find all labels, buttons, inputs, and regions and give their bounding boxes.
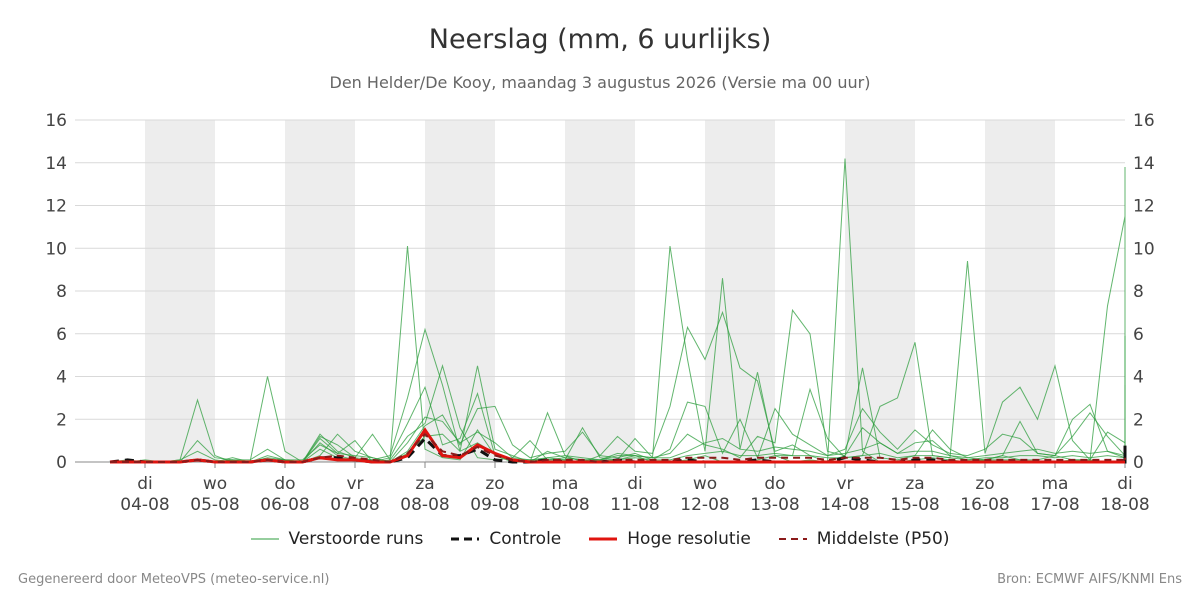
ytick-right-8: 8	[1133, 282, 1144, 302]
xtick-date-11-08: 11-08	[610, 495, 659, 515]
legend-item-perturbed[interactable]: Verstoorde runs	[250, 529, 424, 549]
ytick-right-2: 2	[1133, 410, 1144, 430]
ytick-right-16: 16	[1133, 111, 1155, 131]
xtick-day-15-08: za	[905, 474, 924, 494]
xtick-date-10-08: 10-08	[540, 495, 589, 515]
xtick-date-05-08: 05-08	[190, 495, 239, 515]
legend-label-control: Controle	[489, 529, 562, 549]
ytick-right-4: 4	[1133, 368, 1144, 388]
legend-item-control[interactable]: Controle	[451, 529, 561, 549]
legend-swatch-median	[778, 538, 807, 540]
legend-swatch-control	[451, 537, 480, 541]
ytick-left-0: 0	[56, 453, 67, 473]
chart-title: Neerslag (mm, 6 uurlijks)	[428, 24, 772, 55]
xtick-day-17-08: ma	[1042, 474, 1069, 494]
xtick-date-06-08: 06-08	[260, 495, 309, 515]
xtick-date-15-08: 15-08	[890, 495, 939, 515]
ytick-left-8: 8	[56, 282, 67, 302]
ytick-right-14: 14	[1133, 154, 1155, 174]
series-median-line	[110, 432, 1126, 464]
ytick-right-6: 6	[1133, 325, 1144, 345]
xtick-day-16-08: zo	[975, 474, 994, 494]
xtick-day-05-08: wo	[203, 474, 227, 494]
xtick-date-18-08: 18-08	[1100, 495, 1149, 515]
ytick-left-10: 10	[45, 239, 67, 259]
ytick-left-12: 12	[45, 197, 67, 217]
footer-source: Bron: ECMWF AIFS/KNMI Ens	[997, 572, 1182, 587]
ytick-right-0: 0	[1133, 453, 1144, 473]
xtick-date-14-08: 14-08	[820, 495, 869, 515]
ytick-left-4: 4	[56, 368, 67, 388]
ytick-left-16: 16	[45, 111, 67, 131]
xtick-day-13-08: do	[764, 474, 785, 494]
xtick-day-09-08: zo	[485, 474, 504, 494]
legend-item-median[interactable]: Middelste (P50)	[778, 529, 950, 549]
xtick-day-08-08: za	[415, 474, 434, 494]
legend-swatch-high-res	[589, 537, 618, 541]
xtick-day-11-08: di	[627, 474, 643, 494]
xtick-day-12-08: wo	[693, 474, 717, 494]
xtick-day-06-08: do	[274, 474, 295, 494]
xtick-date-08-08: 08-08	[400, 495, 449, 515]
xtick-day-10-08: ma	[552, 474, 579, 494]
legend-label-perturbed: Verstoorde runs	[288, 529, 424, 549]
xtick-day-18-08: di	[1117, 474, 1133, 494]
legend-label-median: Middelste (P50)	[816, 529, 950, 549]
legend-swatch-perturbed	[250, 538, 279, 540]
xtick-day-14-08: vr	[836, 474, 853, 494]
xtick-day-04-08: di	[137, 474, 153, 494]
legend-item-high-res[interactable]: Hoge resolutie	[589, 529, 751, 549]
xtick-date-16-08: 16-08	[960, 495, 1009, 515]
footer-generator: Gegenereerd door MeteoVPS (meteo-service…	[18, 572, 330, 587]
xtick-date-13-08: 13-08	[750, 495, 799, 515]
chart-legend: Verstoorde runs Controle Hoge resolutie …	[0, 529, 1200, 549]
ytick-left-6: 6	[56, 325, 67, 345]
chart-subtitle: Den Helder/De Kooy, maandag 3 augustus 2…	[329, 73, 871, 92]
xtick-date-12-08: 12-08	[680, 495, 729, 515]
xtick-date-04-08: 04-08	[120, 495, 169, 515]
ytick-left-14: 14	[45, 154, 67, 174]
xtick-date-09-08: 09-08	[470, 495, 519, 515]
series-perturbed-run-4	[110, 308, 1126, 463]
ytick-right-10: 10	[1133, 239, 1155, 259]
ytick-right-12: 12	[1133, 197, 1155, 217]
ytick-left-2: 2	[56, 410, 67, 430]
xtick-date-17-08: 17-08	[1030, 495, 1079, 515]
xtick-day-07-08: vr	[346, 474, 363, 494]
xtick-date-07-08: 07-08	[330, 495, 379, 515]
legend-label-high-res: Hoge resolutie	[627, 529, 751, 549]
